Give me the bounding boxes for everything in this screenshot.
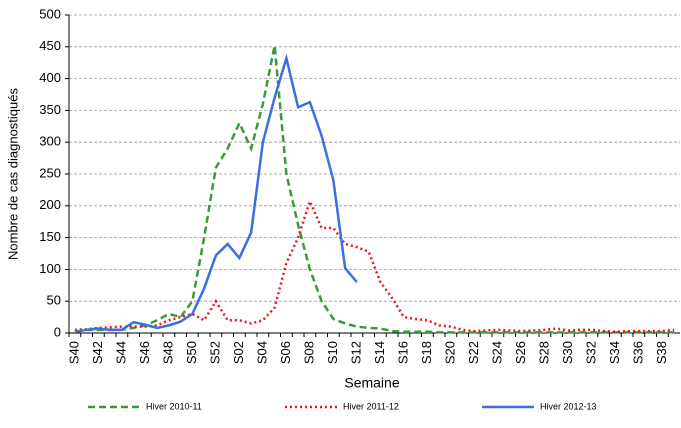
x-tick-label: S30: [560, 341, 575, 364]
y-tick-label: 400: [39, 70, 61, 85]
x-tick-label: S34: [607, 341, 622, 364]
x-tick-label: S22: [466, 341, 481, 364]
y-tick-label: 300: [39, 134, 61, 149]
y-tick-label: 350: [39, 102, 61, 117]
x-tick-label: S40: [66, 341, 81, 364]
y-tick-label: 500: [39, 6, 61, 21]
legend-label: Hiver 2012-13: [540, 401, 597, 411]
x-tick-label: S06: [278, 341, 293, 364]
series-line: [74, 197, 675, 333]
x-tick-label: S14: [372, 341, 387, 364]
x-tick-label: S10: [325, 341, 340, 364]
y-tick-label: 150: [39, 229, 61, 244]
x-tick-label: S16: [395, 341, 410, 364]
x-tick-label: S18: [419, 341, 434, 364]
x-tick-label: S36: [630, 341, 645, 364]
y-tick-label: 200: [39, 197, 61, 212]
x-tick-label: S46: [137, 341, 152, 364]
x-tick-label: S52: [207, 341, 222, 364]
x-tick-label: S12: [348, 341, 363, 364]
y-tick-label: 50: [47, 293, 61, 308]
x-tick-label: S08: [301, 341, 316, 364]
x-tick-label: S50: [184, 341, 199, 364]
series-line: [74, 45, 675, 334]
x-tick-label: S02: [231, 341, 246, 364]
x-tick-label: S38: [654, 341, 669, 364]
y-tick-label: 0: [54, 324, 61, 339]
series-line: [74, 53, 358, 333]
legend-label: Hiver 2010-11: [146, 401, 202, 411]
x-tick-label: S44: [113, 341, 128, 364]
y-axis-label: Nombre de cas diagnostiqués: [5, 88, 20, 260]
legend-label: Hiver 2011-12: [343, 401, 399, 411]
y-tick-label: 450: [39, 38, 61, 53]
x-tick-label: S20: [442, 341, 457, 364]
y-tick-label: 100: [39, 261, 61, 276]
x-tick-label: S04: [254, 341, 269, 364]
y-tick-label: 250: [39, 165, 61, 180]
x-tick-label: S42: [90, 341, 105, 364]
x-tick-label: S32: [583, 341, 598, 364]
x-axis-label: Semaine: [344, 375, 399, 391]
x-tick-label: S26: [513, 341, 528, 364]
x-tick-label: S48: [160, 341, 175, 364]
x-tick-label: S28: [536, 341, 551, 364]
x-tick-label: S24: [489, 341, 504, 364]
